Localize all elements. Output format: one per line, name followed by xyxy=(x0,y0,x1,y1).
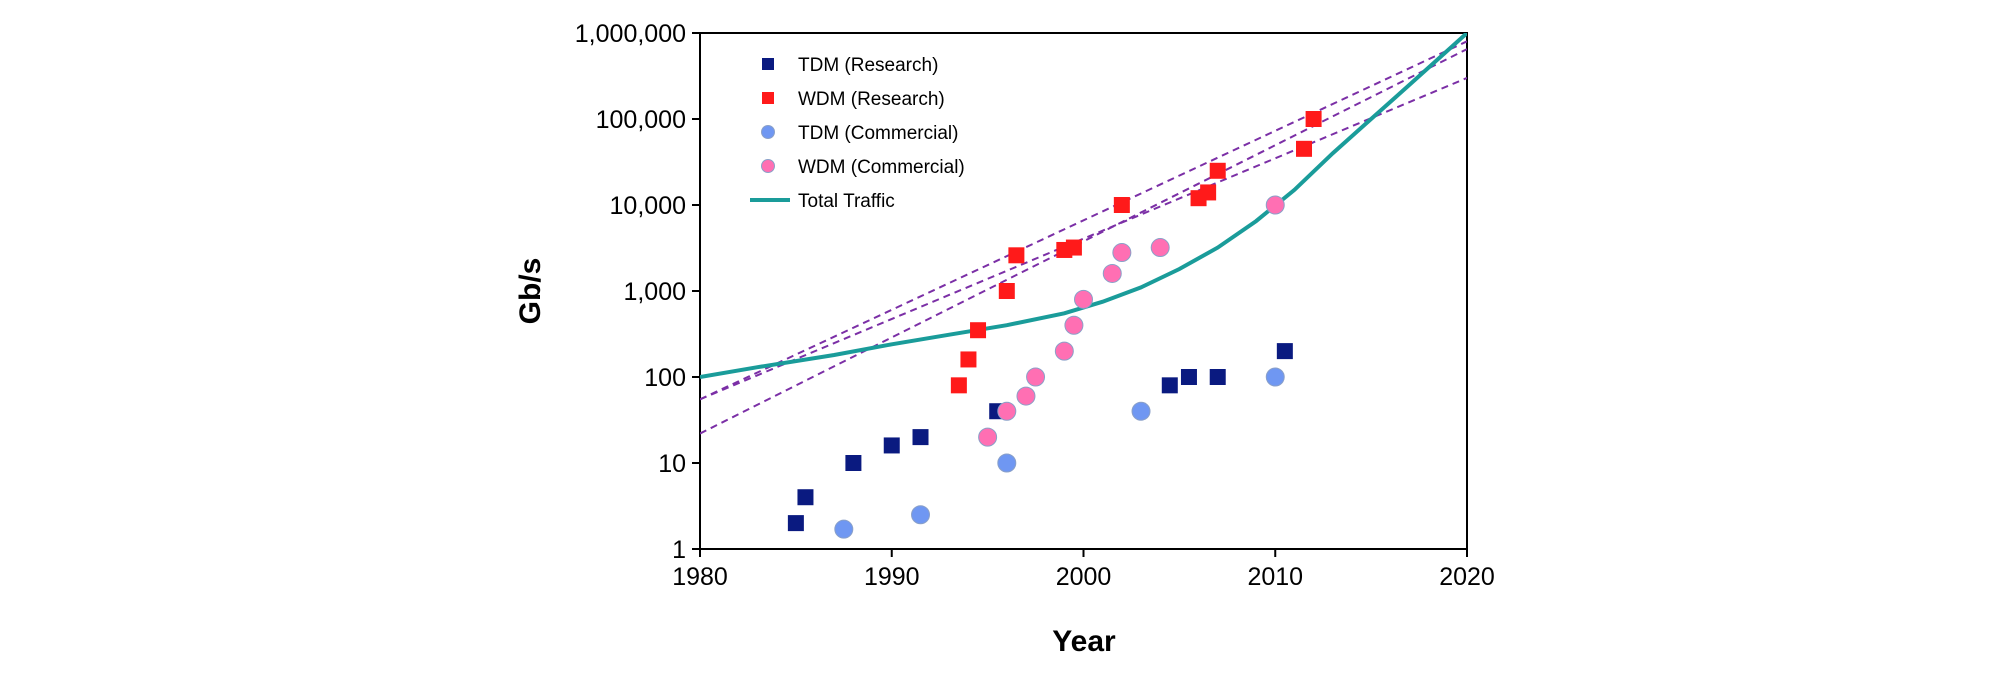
wdm-commercial-point xyxy=(1026,367,1046,387)
legend-swatch-tdm-research xyxy=(762,58,774,70)
x-axis: 1980 1990 2000 2010 2020 xyxy=(672,549,1495,591)
wdm-research-point xyxy=(970,322,987,339)
wdm-research-point xyxy=(1065,239,1082,256)
tdm-commercial-point xyxy=(997,453,1017,473)
y-tick-label: 100,000 xyxy=(596,106,686,134)
x-tick-label: 1980 xyxy=(672,563,728,591)
legend-swatch-wdm-commercial xyxy=(761,159,775,173)
legend-swatch-tdm-commercial xyxy=(761,125,775,139)
tdm-commercial-point xyxy=(834,519,854,539)
x-tick-label: 2020 xyxy=(1439,563,1495,591)
wdm-research-point xyxy=(1200,184,1217,201)
tdm-research-point xyxy=(883,437,900,454)
wdm-research-point xyxy=(1305,111,1322,127)
wdm-commercial-point xyxy=(1064,315,1084,335)
wdm-research-point xyxy=(1209,162,1226,179)
tdm-research-point xyxy=(1276,343,1293,360)
legend-label-wdm-commercial: WDM (Commercial) xyxy=(798,157,965,178)
y-tick-label: 10 xyxy=(658,450,686,478)
wdm-commercial-point xyxy=(1102,263,1122,283)
y-tick-label: 100 xyxy=(644,364,686,392)
wdm-commercial-point xyxy=(1265,195,1285,215)
legend-label-tdm-commercial: TDM (Commercial) xyxy=(798,123,958,144)
legend-label-tdm-research: TDM (Research) xyxy=(798,55,938,76)
markers xyxy=(787,111,1322,539)
trend-middle-line xyxy=(700,48,1467,435)
legend-label-wdm-research: WDM (Research) xyxy=(798,89,945,110)
x-tick-label: 1990 xyxy=(864,563,920,591)
tdm-commercial-point xyxy=(1131,401,1151,421)
y-tick-label: 10,000 xyxy=(610,192,686,220)
tdm-commercial-point xyxy=(1265,367,1285,387)
y-axis-title: Gb/s xyxy=(514,258,547,325)
tdm-research-point xyxy=(787,515,804,532)
y-tick-label: 1 xyxy=(672,536,686,564)
legend: TDM (Research) WDM (Research) TDM (Commerc… xyxy=(750,55,965,212)
trend-lower-line xyxy=(700,77,1467,401)
legend-swatch-wdm-research xyxy=(762,92,774,104)
y-tick-label: 1,000,000 xyxy=(575,20,686,48)
tdm-research-point xyxy=(1209,369,1226,385)
wdm-commercial-point xyxy=(978,427,998,447)
x-tick-label: 2010 xyxy=(1247,563,1303,591)
x-tick-label: 2000 xyxy=(1056,563,1112,591)
tdm-commercial-point xyxy=(911,505,931,525)
wdm-commercial-point xyxy=(1150,238,1170,258)
tdm-research-point xyxy=(1180,369,1197,385)
trend-lines xyxy=(700,40,1467,435)
wdm-commercial-point xyxy=(1016,386,1036,406)
tdm-research-point xyxy=(912,429,929,446)
total-traffic-line xyxy=(700,33,1467,379)
wdm-research-point xyxy=(1296,140,1313,157)
tdm-research-point xyxy=(845,455,862,471)
wdm-commercial-point xyxy=(1054,341,1074,361)
tdm-research-point xyxy=(1161,377,1178,394)
wdm-research-point xyxy=(950,377,967,394)
legend-label-total-traffic: Total Traffic xyxy=(798,191,895,212)
wdm-research-point xyxy=(1113,197,1130,213)
x-axis-title: Year xyxy=(1052,625,1116,658)
y-tick-label: 1,000 xyxy=(623,278,686,306)
tdm-research-point xyxy=(797,489,814,506)
wdm-research-point xyxy=(960,351,977,368)
wdm-research-point xyxy=(998,283,1015,299)
y-axis: 1 10 100 1,000 10,000 100,000 1,000,000 xyxy=(575,20,700,564)
wdm-research-point xyxy=(1008,247,1025,264)
wdm-commercial-point xyxy=(1074,289,1093,309)
wdm-commercial-point xyxy=(1112,243,1132,263)
wdm-commercial-point xyxy=(997,401,1017,421)
total-traffic-layer xyxy=(700,33,1467,379)
trend-upper-line xyxy=(700,40,1467,401)
